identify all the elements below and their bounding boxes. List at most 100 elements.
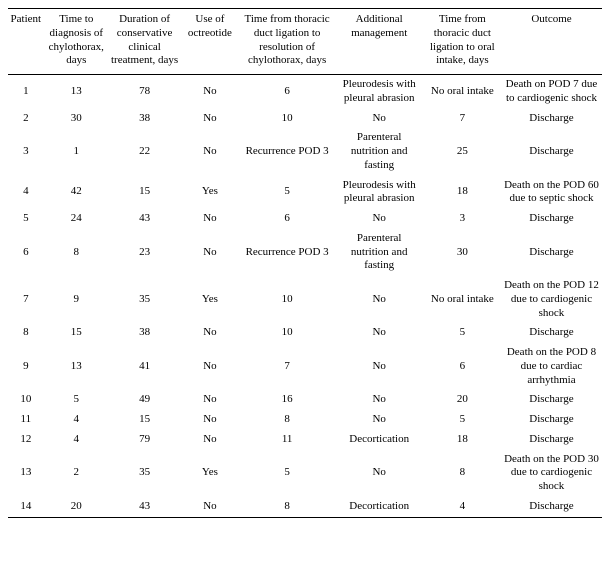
table-cell: 9 xyxy=(44,276,109,323)
table-cell: 24 xyxy=(44,209,109,229)
table-cell: 43 xyxy=(109,209,180,229)
table-cell: 5 xyxy=(8,209,44,229)
table-cell: 25 xyxy=(424,128,501,175)
table-cell: 8 xyxy=(44,229,109,276)
table-cell: 4 xyxy=(424,497,501,517)
table-cell: 6 xyxy=(240,209,335,229)
table-cell: No oral intake xyxy=(424,276,501,323)
table-row: 13235Yes5No8Death on the POD 30 due to c… xyxy=(8,450,602,497)
table-cell: No xyxy=(180,410,239,430)
table-cell: 7 xyxy=(8,276,44,323)
table-cell: No xyxy=(335,276,424,323)
table-cell: 4 xyxy=(44,410,109,430)
table-cell: Death on the POD 30 due to cardiogenic s… xyxy=(501,450,602,497)
table-cell: 79 xyxy=(109,430,180,450)
table-cell: 8 xyxy=(8,323,44,343)
table-cell: 8 xyxy=(240,410,335,430)
table-cell: 8 xyxy=(240,497,335,517)
table-cell: Parenteral nutrition and fasting xyxy=(335,229,424,276)
table-cell: Discharge xyxy=(501,323,602,343)
table-cell: No xyxy=(335,450,424,497)
table-cell: 15 xyxy=(44,323,109,343)
col-header: Use of octreotide xyxy=(180,9,239,75)
table-cell: No xyxy=(335,323,424,343)
table-cell: 30 xyxy=(424,229,501,276)
table-cell: No oral intake xyxy=(424,75,501,109)
table-cell: 11 xyxy=(240,430,335,450)
table-cell: 4 xyxy=(44,430,109,450)
table-cell: 43 xyxy=(109,497,180,517)
table-cell: 10 xyxy=(240,276,335,323)
table-cell: Death on the POD 8 due to cardiac arrhyt… xyxy=(501,343,602,390)
table-row: 44215Yes5Pleurodesis with pleural abrasi… xyxy=(8,176,602,210)
table-cell: 3 xyxy=(424,209,501,229)
table-row: 142043No8Decortication4Discharge xyxy=(8,497,602,517)
table-cell: 9 xyxy=(8,343,44,390)
data-table: Patient Time to diagnosis of chylothorax… xyxy=(8,8,602,518)
table-cell: 13 xyxy=(44,343,109,390)
table-cell: 49 xyxy=(109,390,180,410)
table-cell: Discharge xyxy=(501,430,602,450)
col-header: Outcome xyxy=(501,9,602,75)
table-row: 81538No10No5Discharge xyxy=(8,323,602,343)
table-row: 52443No6No3Discharge xyxy=(8,209,602,229)
table-row: 23038No10No7Discharge xyxy=(8,109,602,129)
table-cell: No xyxy=(180,75,239,109)
table-row: 6823NoRecurrence POD 3Parenteral nutriti… xyxy=(8,229,602,276)
table-cell: 5 xyxy=(424,323,501,343)
table-cell: Discharge xyxy=(501,410,602,430)
table-cell: No xyxy=(180,323,239,343)
table-cell: 13 xyxy=(44,75,109,109)
table-cell: Decortication xyxy=(335,497,424,517)
table-row: 7935Yes10NoNo oral intakeDeath on the PO… xyxy=(8,276,602,323)
table-cell: 11 xyxy=(8,410,44,430)
table-cell: 22 xyxy=(109,128,180,175)
col-header: Patient xyxy=(8,9,44,75)
table-row: 10549No16No20Discharge xyxy=(8,390,602,410)
table-cell: No xyxy=(335,109,424,129)
table-cell: Death on POD 7 due to cardiogenic shock xyxy=(501,75,602,109)
col-header: Duration of conservative clinical treatm… xyxy=(109,9,180,75)
table-cell: 10 xyxy=(240,109,335,129)
table-cell: Decortication xyxy=(335,430,424,450)
table-body: 11378No6Pleurodesis with pleural abrasio… xyxy=(8,75,602,518)
table-cell: 78 xyxy=(109,75,180,109)
table-cell: No xyxy=(335,410,424,430)
table-cell: 35 xyxy=(109,276,180,323)
table-cell: No xyxy=(180,390,239,410)
table-cell: 38 xyxy=(109,109,180,129)
table-cell: No xyxy=(180,343,239,390)
table-cell: 6 xyxy=(424,343,501,390)
table-cell: No xyxy=(335,390,424,410)
table-cell: Yes xyxy=(180,450,239,497)
table-cell: Pleurodesis with pleural abrasion xyxy=(335,75,424,109)
table-cell: No xyxy=(335,343,424,390)
table-cell: No xyxy=(335,209,424,229)
table-cell: Yes xyxy=(180,276,239,323)
col-header: Time from thoracic duct ligation to oral… xyxy=(424,9,501,75)
table-cell: Discharge xyxy=(501,128,602,175)
table-cell: 1 xyxy=(8,75,44,109)
table-cell: 1 xyxy=(44,128,109,175)
table-cell: Discharge xyxy=(501,209,602,229)
table-cell: Recurrence POD 3 xyxy=(240,229,335,276)
table-cell: 12 xyxy=(8,430,44,450)
table-cell: 7 xyxy=(240,343,335,390)
table-cell: No xyxy=(180,430,239,450)
table-cell: 5 xyxy=(424,410,501,430)
table-row: 3122NoRecurrence POD 3Parenteral nutriti… xyxy=(8,128,602,175)
table-cell: 4 xyxy=(8,176,44,210)
table-cell: 30 xyxy=(44,109,109,129)
table-row: 11415No8No5Discharge xyxy=(8,410,602,430)
table-row: 91341No7No6Death on the POD 8 due to car… xyxy=(8,343,602,390)
table-cell: No xyxy=(180,229,239,276)
table-cell: 2 xyxy=(44,450,109,497)
table-cell: 5 xyxy=(240,450,335,497)
table-cell: Parenteral nutrition and fasting xyxy=(335,128,424,175)
col-header: Time to diagnosis of chylothorax, days xyxy=(44,9,109,75)
col-header: Time from thoracic duct ligation to reso… xyxy=(240,9,335,75)
table-cell: No xyxy=(180,497,239,517)
table-cell: 10 xyxy=(8,390,44,410)
table-cell: 18 xyxy=(424,430,501,450)
table-cell: 2 xyxy=(8,109,44,129)
